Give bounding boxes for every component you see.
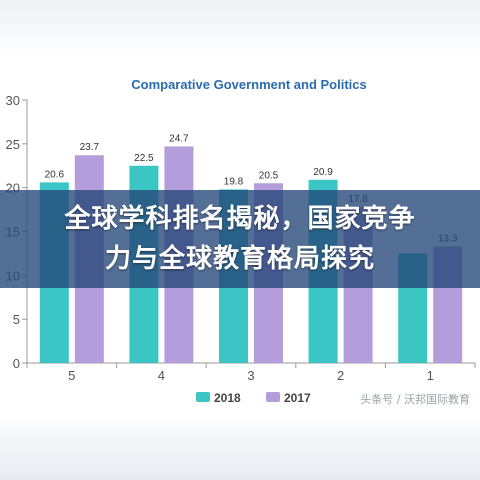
data-label: 24.7: [169, 133, 189, 144]
legend-swatch-2017: [266, 392, 280, 402]
x-tick-label: 2: [337, 368, 344, 383]
data-label: 20.9: [313, 167, 333, 178]
x-tick-label: 3: [247, 368, 254, 383]
data-label: 22.5: [134, 153, 154, 164]
data-label: 20.5: [259, 170, 279, 181]
data-label: 23.7: [80, 142, 100, 153]
legend-label-2018: 2018: [214, 391, 241, 405]
x-tick-label: 4: [158, 368, 165, 383]
y-tick-label: 5: [13, 312, 20, 327]
data-label: 19.8: [224, 176, 244, 187]
x-tick-label: 5: [68, 368, 75, 383]
chart-title: Comparative Government and Politics: [131, 77, 367, 92]
y-tick-label: 30: [6, 93, 20, 108]
banner-line-1: 全球学科排名揭秘，国家竞争: [64, 204, 416, 234]
title-banner: 全球学科排名揭秘，国家竞争 力与全球教育格局探究: [0, 190, 480, 288]
legend-swatch-2018: [196, 392, 210, 402]
legend-label-2017: 2017: [284, 391, 311, 405]
y-tick-label: 0: [13, 356, 20, 371]
watermark: 头条号 / 沃邦国际教育: [360, 393, 470, 406]
x-tick-label: 1: [427, 368, 434, 383]
banner-line-2: 力与全球教育格局探究: [104, 244, 375, 274]
data-label: 20.6: [45, 169, 65, 180]
y-tick-label: 25: [6, 137, 20, 152]
